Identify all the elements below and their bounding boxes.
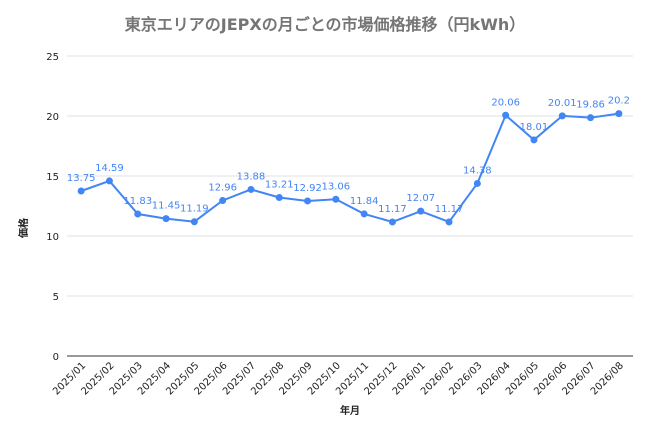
data-label: 11.17: [378, 204, 407, 215]
data-label: 12.96: [208, 182, 237, 193]
data-label: 18.01: [520, 122, 549, 133]
data-label: 14.38: [463, 165, 492, 176]
data-points: [77, 110, 623, 226]
data-point: [417, 207, 425, 215]
data-point: [105, 177, 113, 185]
data-label: 20.01: [548, 98, 577, 109]
data-point: [275, 193, 283, 201]
data-point: [219, 196, 227, 204]
y-tick-label: 0: [53, 352, 59, 363]
data-point: [615, 110, 623, 118]
data-label: 19.86: [576, 100, 605, 111]
chart-title: 東京エリアのJEPXの月ごとの市場価格推移（円kWh）: [125, 15, 525, 34]
y-tick-label: 25: [46, 52, 59, 63]
x-axis-ticks: 2025/012025/022025/032025/042025/052025/…: [51, 360, 626, 397]
data-point: [587, 114, 595, 122]
y-axis-ticks: 0 5 10 15 20 25: [46, 52, 59, 363]
data-point: [502, 111, 510, 119]
x-axis-label: 年月: [340, 404, 360, 417]
y-tick-label: 5: [53, 292, 59, 303]
y-axis-label: 価格: [17, 217, 30, 239]
data-label: 11.84: [350, 196, 379, 207]
data-point: [388, 218, 396, 226]
data-point: [190, 218, 198, 226]
data-label: 12.07: [406, 193, 435, 204]
data-point: [445, 218, 453, 226]
data-label: 13.06: [322, 181, 351, 192]
data-point: [473, 179, 481, 187]
data-label: 11.19: [180, 204, 209, 215]
data-point: [304, 197, 312, 205]
data-label: 13.88: [237, 171, 266, 182]
data-label: 14.59: [95, 163, 124, 174]
data-point: [247, 185, 255, 193]
data-point: [162, 215, 170, 223]
data-point: [77, 187, 85, 195]
data-label: 20.06: [491, 97, 520, 108]
data-label: 13.21: [265, 179, 294, 190]
y-tick-label: 20: [46, 112, 59, 123]
y-tick-label: 10: [46, 232, 59, 243]
data-label: 11.83: [123, 196, 152, 207]
series-line: [80, 112, 619, 224]
y-tick-label: 15: [46, 172, 59, 183]
data-label: 20.2: [608, 96, 630, 107]
data-label: 11.17: [435, 204, 464, 215]
data-label: 12.92: [293, 183, 322, 194]
data-point: [558, 112, 566, 120]
data-label: 13.75: [67, 173, 96, 184]
grid: [67, 55, 633, 357]
data-point: [360, 210, 368, 218]
data-point: [530, 136, 538, 144]
data-label: 11.45: [152, 201, 181, 212]
data-point: [332, 195, 340, 203]
data-point: [134, 210, 142, 218]
